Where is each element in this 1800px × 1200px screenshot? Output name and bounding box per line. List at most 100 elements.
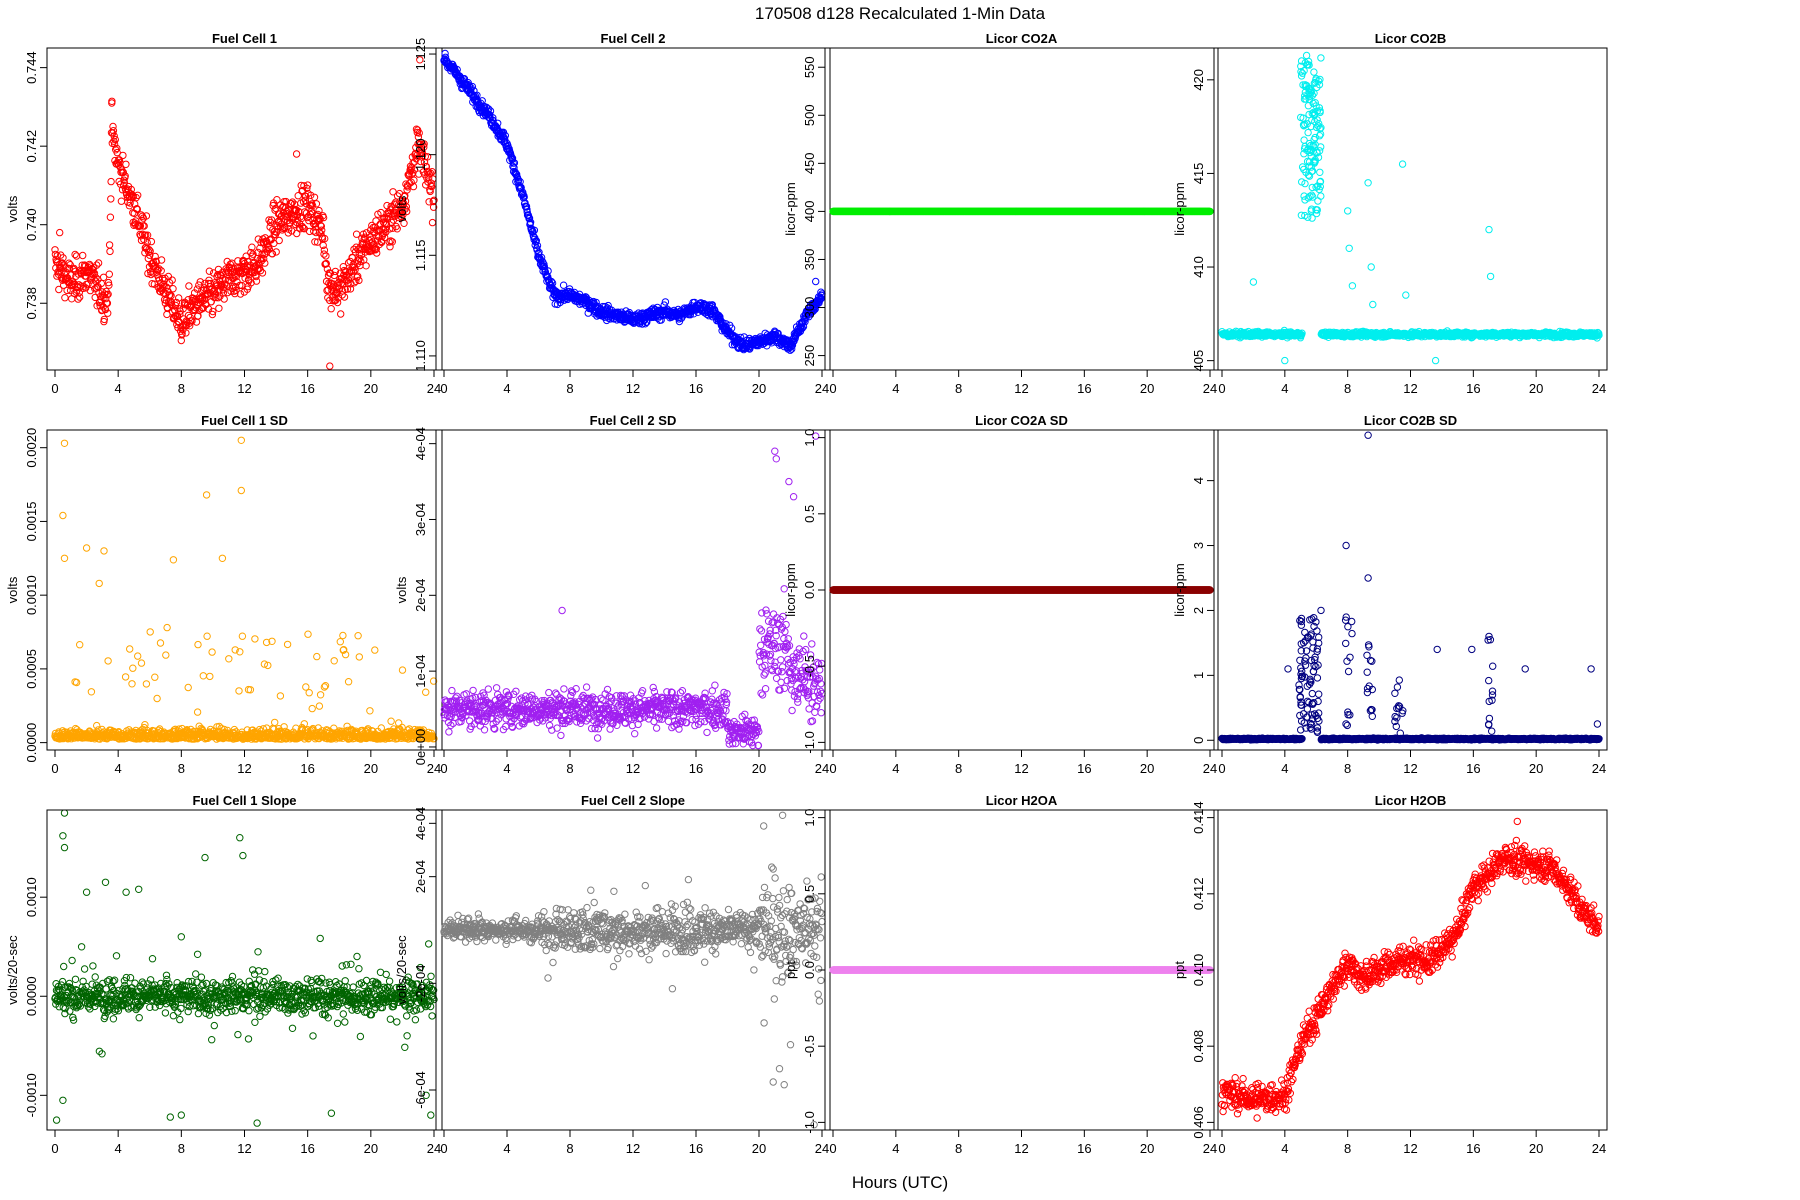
data-point (1315, 132, 1324, 140)
data-point (542, 271, 551, 280)
data-point (105, 270, 114, 278)
data-point (134, 191, 142, 200)
data-point (302, 683, 310, 691)
data-point (103, 291, 111, 299)
data-point (788, 345, 796, 353)
data-point (1402, 291, 1410, 299)
data-point (1304, 102, 1313, 110)
y-tick-label: 1.125 (413, 38, 428, 71)
data-point (388, 224, 397, 232)
data-point (56, 263, 64, 271)
data-point (517, 183, 525, 192)
data-point (1298, 178, 1306, 186)
data-point (368, 247, 376, 255)
data-point (1304, 128, 1312, 137)
x-tick-label: 16 (300, 381, 314, 396)
data-point (225, 655, 233, 663)
data-point (90, 275, 98, 283)
data-point (208, 310, 217, 319)
x-tick-label: 16 (1466, 381, 1480, 396)
data-point (108, 99, 116, 107)
data-point (96, 302, 104, 310)
data-point (1369, 300, 1377, 309)
data-point (414, 133, 423, 141)
data-point (514, 176, 523, 184)
data-point (72, 678, 81, 687)
y-tick-label: 300 (802, 297, 817, 319)
data-point (1316, 124, 1324, 133)
data-point (100, 315, 109, 324)
data-point (404, 183, 412, 191)
data-point (103, 299, 112, 307)
data-point (105, 241, 114, 249)
data-point (321, 234, 329, 243)
data-point (126, 645, 134, 653)
data-point (1312, 206, 1321, 214)
data-point (1300, 165, 1308, 174)
data-point (392, 209, 401, 217)
data-point (104, 290, 112, 298)
data-point (245, 277, 253, 285)
data-point (529, 227, 537, 236)
panel-fuel-cell-2: Fuel Cell 20 4 8 12 16 20 241.1101.1151.1201.1… (394, 31, 831, 396)
data-point (258, 269, 267, 277)
y-axis-label: volts (5, 195, 20, 222)
data-point (508, 154, 517, 163)
data-point (109, 122, 117, 131)
y-tick-label: 500 (802, 104, 817, 126)
y-tick-label: 415 (1191, 163, 1206, 185)
data-point (138, 212, 147, 221)
data-point (178, 322, 187, 330)
data-point (1316, 75, 1324, 84)
data-point (203, 632, 211, 640)
data-point (305, 689, 313, 697)
data-point (318, 234, 327, 243)
data-point (1311, 133, 1319, 142)
data-point (137, 659, 146, 667)
data-point (1298, 329, 1306, 337)
data-point (168, 276, 176, 284)
data-point (316, 221, 325, 230)
data-point (220, 295, 228, 303)
data-point (416, 56, 424, 64)
data-point (799, 322, 808, 331)
data-point (1398, 160, 1407, 168)
data-point (145, 246, 153, 254)
data-point (1308, 116, 1316, 124)
data-point (421, 152, 429, 161)
data-point (410, 166, 418, 174)
data-point (319, 241, 327, 250)
data-point (342, 267, 350, 275)
data-point (1309, 142, 1317, 151)
data-point (337, 310, 345, 318)
data-point (661, 298, 670, 306)
data-point (288, 198, 297, 206)
data-point (320, 683, 329, 691)
y-axis-label: licor-ppm (783, 182, 798, 235)
data-point (315, 702, 324, 710)
x-tick-label: 24 (815, 381, 829, 396)
data-point (65, 259, 73, 267)
data-point (420, 140, 428, 148)
y-axis-label: licor-ppm (1172, 182, 1187, 235)
data-point (90, 269, 99, 278)
data-point (341, 285, 349, 294)
data-point (326, 362, 334, 370)
data-point (147, 237, 156, 246)
data-point (113, 144, 121, 153)
data-point (1300, 192, 1308, 200)
data-point (268, 250, 277, 258)
data-point (1308, 183, 1317, 192)
data-point (295, 208, 303, 216)
y-tick-label: 550 (802, 56, 817, 78)
data-point (319, 213, 328, 222)
data-point (425, 198, 433, 206)
data-point (127, 185, 136, 194)
data-series (1218, 51, 1603, 365)
data-point (367, 239, 375, 247)
data-point (246, 686, 255, 694)
data-point (157, 267, 165, 275)
panel-title: Fuel Cell 2 (600, 31, 665, 46)
data-point (104, 278, 113, 287)
